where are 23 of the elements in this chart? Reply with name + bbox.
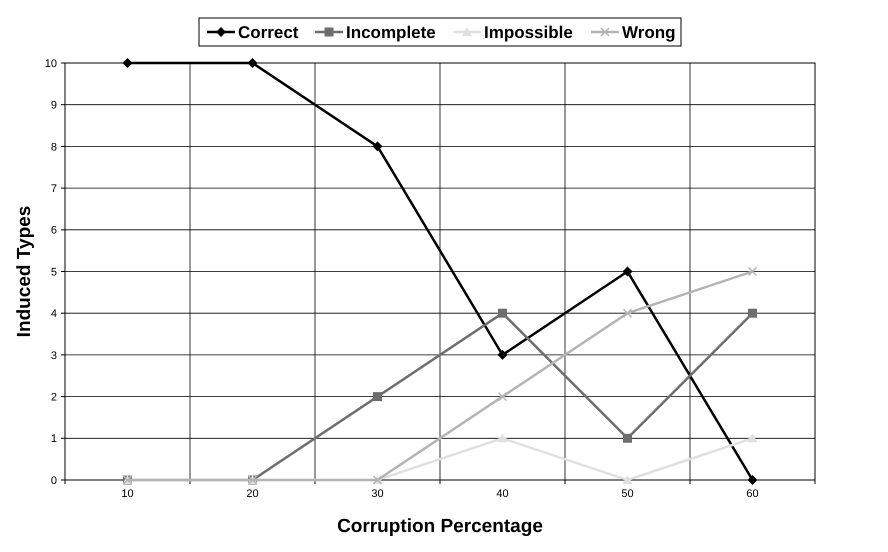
- legend-label: Correct: [238, 22, 299, 42]
- y-tick-label: 6: [50, 224, 57, 237]
- x-tick-label: 20: [246, 488, 259, 500]
- y-tick-label: 9: [50, 100, 57, 112]
- y-tick-label: 2: [50, 391, 57, 404]
- y-tick-label: 7: [50, 182, 57, 195]
- y-axis-title: Induced Types: [14, 206, 35, 338]
- y-tick-label: 5: [50, 266, 57, 278]
- legend-label: Impossible: [484, 22, 573, 42]
- y-tick-label: 10: [44, 58, 57, 70]
- legend-label: Incomplete: [346, 22, 436, 42]
- y-tick-label: 3: [50, 350, 57, 362]
- x-tick-label: 30: [371, 488, 384, 500]
- x-tick-label: 50: [621, 488, 634, 500]
- y-tick-label: 1: [50, 433, 57, 446]
- x-axis-title: Corruption Percentage: [337, 516, 543, 537]
- y-tick-label: 8: [50, 141, 57, 154]
- legend-label: Wrong: [622, 22, 676, 42]
- y-tick-label: 4: [50, 308, 57, 320]
- x-tick-label: 10: [121, 488, 134, 500]
- x-tick-label: 60: [746, 488, 759, 500]
- y-tick-label: 0: [50, 474, 57, 487]
- x-tick-label: 40: [496, 488, 509, 500]
